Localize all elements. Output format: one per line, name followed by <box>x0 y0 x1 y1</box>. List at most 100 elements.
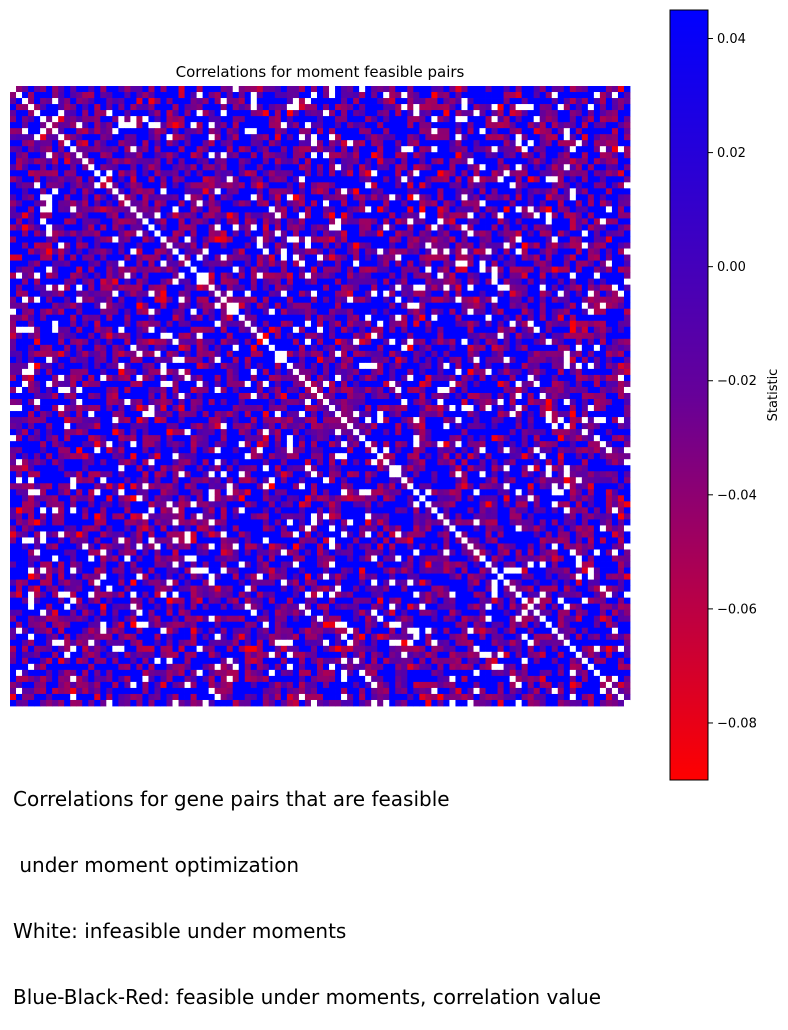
heatmap-cell <box>443 182 450 189</box>
heatmap-cell <box>244 194 252 201</box>
heatmap-cell <box>22 248 29 255</box>
heatmap-cell <box>34 206 41 213</box>
heatmap-cell <box>581 212 589 219</box>
heatmap-cell <box>130 110 137 117</box>
heatmap-cell <box>395 254 402 261</box>
heatmap-cell <box>274 212 282 219</box>
heatmap-cell <box>389 236 396 243</box>
heatmap-cell <box>52 212 59 219</box>
heatmap-cell <box>274 350 282 358</box>
heatmap-cell <box>64 218 71 225</box>
heatmap-cell <box>365 170 372 177</box>
heatmap-cell <box>10 206 17 213</box>
heatmap-cell <box>310 284 318 292</box>
heatmap-cell <box>298 122 306 129</box>
heatmap-cell <box>485 224 492 231</box>
heatmap-cell <box>617 98 625 105</box>
heatmap-cell <box>395 272 402 280</box>
heatmap-cell <box>503 302 511 310</box>
heatmap-cell <box>100 290 107 298</box>
heatmap-cell <box>136 212 143 219</box>
heatmap-cell <box>280 344 288 352</box>
heatmap-cell <box>623 284 631 292</box>
heatmap-cell <box>292 86 300 93</box>
heatmap-cell <box>154 128 161 135</box>
heatmap-cell <box>76 248 83 255</box>
heatmap-cell <box>365 110 372 117</box>
heatmap-cell <box>503 308 511 316</box>
heatmap-cell <box>449 122 456 129</box>
heatmap-cell <box>142 140 149 147</box>
heatmap-cell <box>124 170 131 177</box>
heatmap-cell <box>238 176 246 183</box>
heatmap-cell <box>106 230 113 237</box>
heatmap-cell <box>539 272 547 280</box>
heatmap-cell <box>515 254 523 261</box>
heatmap-cell <box>130 356 137 364</box>
heatmap-cell <box>563 308 571 316</box>
heatmap-cell <box>611 134 619 141</box>
heatmap-cell <box>617 350 625 358</box>
heatmap-cell <box>461 302 468 310</box>
heatmap-cell <box>214 338 222 346</box>
heatmap-cell <box>557 194 565 201</box>
heatmap-cell <box>196 158 204 165</box>
heatmap-cell <box>341 254 348 261</box>
heatmap-cell <box>371 272 378 280</box>
heatmap-cell <box>623 272 631 280</box>
heatmap-cell <box>491 116 498 123</box>
heatmap-cell <box>593 122 601 129</box>
heatmap-cell <box>130 176 137 183</box>
heatmap-cell <box>611 266 619 273</box>
heatmap-cell <box>443 218 450 225</box>
heatmap-cell <box>316 320 324 328</box>
heatmap-cell <box>545 86 553 93</box>
heatmap-cell <box>106 122 113 129</box>
heatmap-cell <box>274 236 282 243</box>
heatmap-cell <box>250 206 258 213</box>
heatmap-cell <box>443 362 450 370</box>
heatmap-cell <box>479 152 486 159</box>
heatmap-cell <box>377 314 384 322</box>
heatmap-cell <box>365 236 372 243</box>
heatmap-cell <box>232 212 240 219</box>
heatmap-cell <box>587 260 595 267</box>
heatmap-cell <box>172 128 179 135</box>
heatmap-cell <box>304 230 312 237</box>
heatmap-cell <box>581 314 589 322</box>
heatmap-cell <box>359 206 366 213</box>
heatmap-cell <box>112 272 119 280</box>
heatmap-cell <box>82 230 89 237</box>
heatmap-cell <box>268 152 276 159</box>
heatmap-cell <box>214 182 222 189</box>
heatmap-cell <box>256 248 264 255</box>
heatmap-cell <box>148 362 155 370</box>
heatmap-cell <box>413 116 420 123</box>
heatmap-cell <box>232 230 240 237</box>
heatmap-cell <box>575 314 583 322</box>
heatmap-cell <box>142 302 149 310</box>
heatmap-cell <box>280 86 288 93</box>
heatmap-cell <box>214 146 222 153</box>
heatmap-cell <box>425 338 432 346</box>
heatmap-cell <box>371 86 378 93</box>
heatmap-cell <box>491 272 498 280</box>
heatmap-cell <box>76 206 83 213</box>
heatmap-cell <box>587 92 595 99</box>
heatmap-cell <box>455 122 462 129</box>
heatmap-cell <box>503 170 511 177</box>
heatmap-cell <box>286 122 294 129</box>
heatmap-cell <box>316 194 324 201</box>
heatmap-cell <box>557 338 565 346</box>
heatmap-cell <box>34 122 41 129</box>
heatmap-cell <box>292 110 300 117</box>
heatmap-cell <box>461 212 468 219</box>
heatmap-cell <box>112 230 119 237</box>
heatmap-cell <box>575 188 583 195</box>
heatmap-cell <box>605 332 613 340</box>
heatmap-cell <box>419 92 426 99</box>
heatmap-cell <box>52 356 59 364</box>
heatmap-cell <box>238 182 246 189</box>
heatmap-cell <box>587 326 595 334</box>
heatmap-cell <box>521 254 529 261</box>
